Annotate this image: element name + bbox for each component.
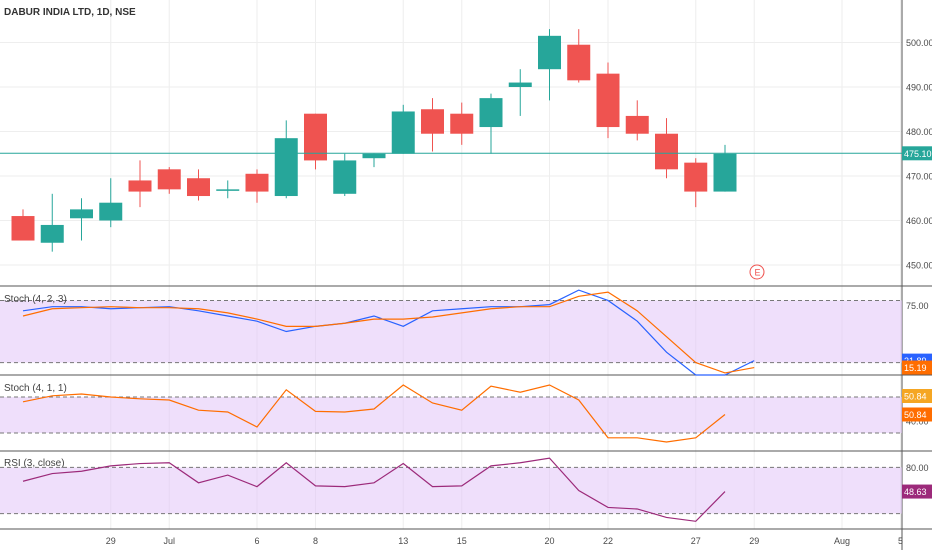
indicator-value-label: 15.19 bbox=[904, 363, 927, 373]
indicator-value-tag bbox=[902, 484, 932, 499]
candle-up[interactable] bbox=[479, 98, 503, 128]
time-tick-label: 13 bbox=[398, 536, 408, 546]
indicator-extra-tag bbox=[902, 389, 932, 403]
indicator-line bbox=[22, 291, 755, 374]
candle-up[interactable] bbox=[538, 35, 561, 70]
candle-down[interactable] bbox=[684, 162, 708, 192]
price-tick-label: 500.00 bbox=[906, 38, 932, 48]
candle-up[interactable] bbox=[391, 111, 415, 154]
price-tick-label: 450.00 bbox=[906, 261, 932, 271]
stoch2-title: Stoch (4, 1, 1) bbox=[4, 383, 67, 394]
indicator-value-tag bbox=[902, 407, 932, 422]
chart-title: DABUR INDIA LTD, 1D, NSE bbox=[4, 7, 136, 18]
indicator-value-label: 50.84 bbox=[904, 410, 927, 420]
indicator-line bbox=[22, 384, 726, 443]
time-tick-label: Aug bbox=[834, 536, 850, 546]
time-tick-label: 29 bbox=[106, 536, 116, 546]
candle-down[interactable] bbox=[11, 216, 35, 241]
time-tick-label: 6 bbox=[254, 536, 259, 546]
time-tick-label: 20 bbox=[544, 536, 554, 546]
indicator-extra-label: 50.84 bbox=[904, 392, 927, 402]
earnings-marker-icon[interactable] bbox=[749, 264, 765, 280]
candle-down[interactable] bbox=[245, 173, 269, 192]
time-tick-label: 29 bbox=[749, 536, 759, 546]
current-price-label: 475.10 bbox=[904, 149, 932, 159]
current-price-tag bbox=[902, 146, 932, 161]
time-tick-label: 5 bbox=[898, 536, 903, 546]
candle-down[interactable] bbox=[157, 169, 181, 190]
price-tick-label: 490.00 bbox=[906, 83, 932, 93]
candle-down[interactable] bbox=[421, 109, 444, 134]
candle-down[interactable] bbox=[450, 113, 474, 134]
time-tick-label: 27 bbox=[691, 536, 701, 546]
candle-down[interactable] bbox=[187, 178, 210, 197]
indicator-band-fill bbox=[0, 397, 902, 433]
indicator-tick-label: 75.00 bbox=[906, 301, 929, 311]
indicator-value-tag bbox=[902, 360, 932, 375]
candle-up[interactable] bbox=[40, 224, 64, 243]
time-tick-label: Jul bbox=[163, 536, 175, 546]
candle-up[interactable] bbox=[333, 160, 357, 194]
time-tick-label: 22 bbox=[603, 536, 613, 546]
indicator-line bbox=[22, 457, 726, 522]
price-tick-label: 460.00 bbox=[906, 216, 932, 226]
candle-down[interactable] bbox=[655, 133, 678, 170]
candle-up[interactable] bbox=[274, 138, 298, 197]
indicator-band-fill bbox=[0, 300, 902, 363]
labels: DABUR INDIA LTD, 1D, NSE Stoch (4, 2, 3)… bbox=[4, 7, 136, 469]
price-axis[interactable]: 450.00 460.00 470.00 480.00 490.00 500.00 475.… bbox=[902, 38, 932, 499]
indicator-tick-label: 40.00 bbox=[906, 417, 929, 427]
candle-up[interactable] bbox=[508, 82, 532, 87]
candle-down[interactable] bbox=[567, 44, 591, 81]
indicator-band-fill bbox=[0, 467, 902, 514]
price-tick-label: 480.00 bbox=[906, 127, 932, 137]
candle-down[interactable] bbox=[128, 180, 152, 192]
indicator-value-label: 48.63 bbox=[904, 487, 927, 497]
candle-down[interactable] bbox=[625, 115, 649, 134]
candle-up[interactable] bbox=[362, 153, 386, 159]
time-tick-label: 8 bbox=[313, 536, 318, 546]
candle-up[interactable] bbox=[99, 202, 123, 221]
indicator-lines: E bbox=[0, 152, 902, 522]
candles[interactable] bbox=[11, 29, 737, 252]
candle-down[interactable] bbox=[304, 113, 327, 161]
indicator-bands bbox=[0, 299, 902, 515]
price-tick-label: 470.00 bbox=[906, 172, 932, 182]
time-tick-label: 15 bbox=[457, 536, 467, 546]
candle-up[interactable] bbox=[216, 189, 240, 191]
earnings-marker-label: E bbox=[755, 268, 761, 278]
candle-up[interactable] bbox=[70, 209, 93, 219]
indicator-tick-label: 80.00 bbox=[906, 463, 929, 473]
rsi-title: RSI (3, close) bbox=[4, 458, 65, 469]
candle-up[interactable] bbox=[713, 153, 737, 192]
time-axis[interactable]: 429Jul68131520222729Aug5 bbox=[0, 536, 903, 546]
stoch1-title: Stoch (4, 2, 3) bbox=[4, 294, 67, 305]
candle-down[interactable] bbox=[596, 73, 620, 128]
